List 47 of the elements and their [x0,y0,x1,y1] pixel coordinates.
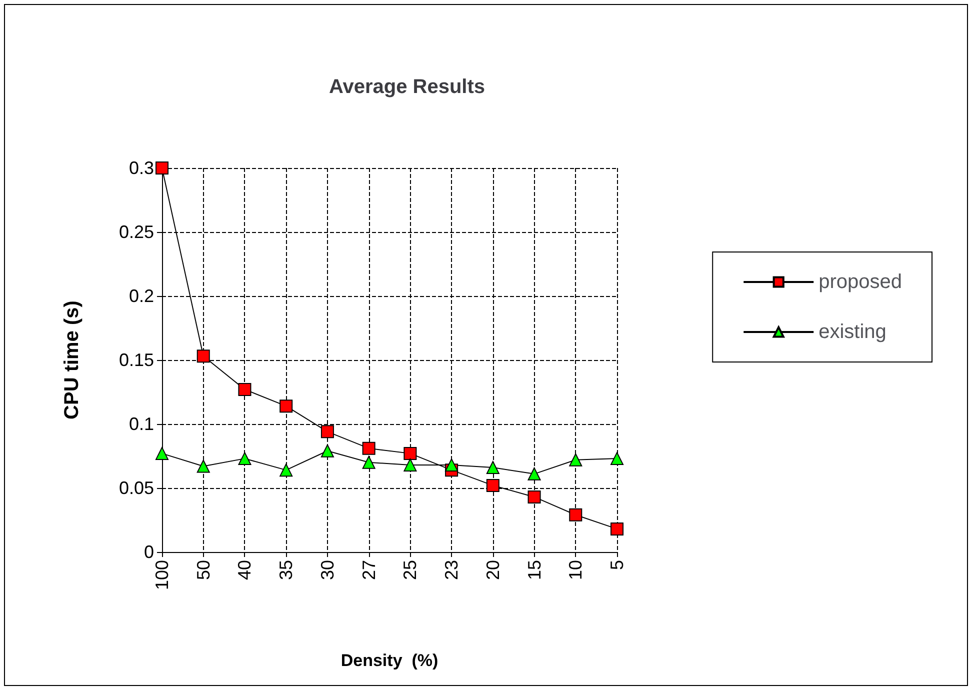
y-tick-label: 0.2 [128,286,154,306]
point [528,467,541,480]
y-tick-label: 0.3 [128,158,154,178]
x-tick-label: 27 [358,560,379,580]
y-tick-label: 0.25 [118,222,154,242]
point [196,350,210,363]
point [280,400,293,413]
point [610,522,624,536]
point [156,162,168,174]
y-tick-label: 0.05 [118,478,154,498]
point [196,460,210,473]
legend-label: proposed [818,271,902,293]
point [610,452,624,466]
x-tick-label: 23 [442,560,462,580]
point [362,456,376,469]
x-tick-label: 40 [234,560,255,580]
legend-label: existing [818,321,886,343]
point [362,442,376,455]
point [238,382,252,396]
x-tick-label: 35 [276,560,296,580]
point [528,490,541,504]
x-tick-label: 15 [524,560,544,580]
y-tick-label: 0 [144,542,154,562]
point [320,425,334,438]
chart-title: Average Results [329,76,485,98]
x-tick-label: 100 [152,560,172,590]
point [156,446,168,460]
x-tick-label: 30 [317,560,338,580]
point [486,461,500,474]
y-tick-label: 0.15 [118,350,154,370]
point [404,446,417,460]
x-axis-title: Density (%) [340,651,438,670]
point [569,453,582,466]
x-tick-label: 25 [400,560,420,580]
point [445,458,458,472]
point [280,464,293,477]
x-tick-label: 5 [607,560,627,570]
x-tick-label: 10 [566,560,586,580]
x-tick-label: 50 [193,560,214,580]
point [486,478,500,492]
point [569,508,582,522]
point [238,452,252,466]
point [320,444,334,458]
x-tick-label: 20 [482,560,503,580]
point [404,458,417,472]
y-axis-title: CPU time (s) [61,300,83,420]
y-tick-label: 0.1 [128,414,154,434]
